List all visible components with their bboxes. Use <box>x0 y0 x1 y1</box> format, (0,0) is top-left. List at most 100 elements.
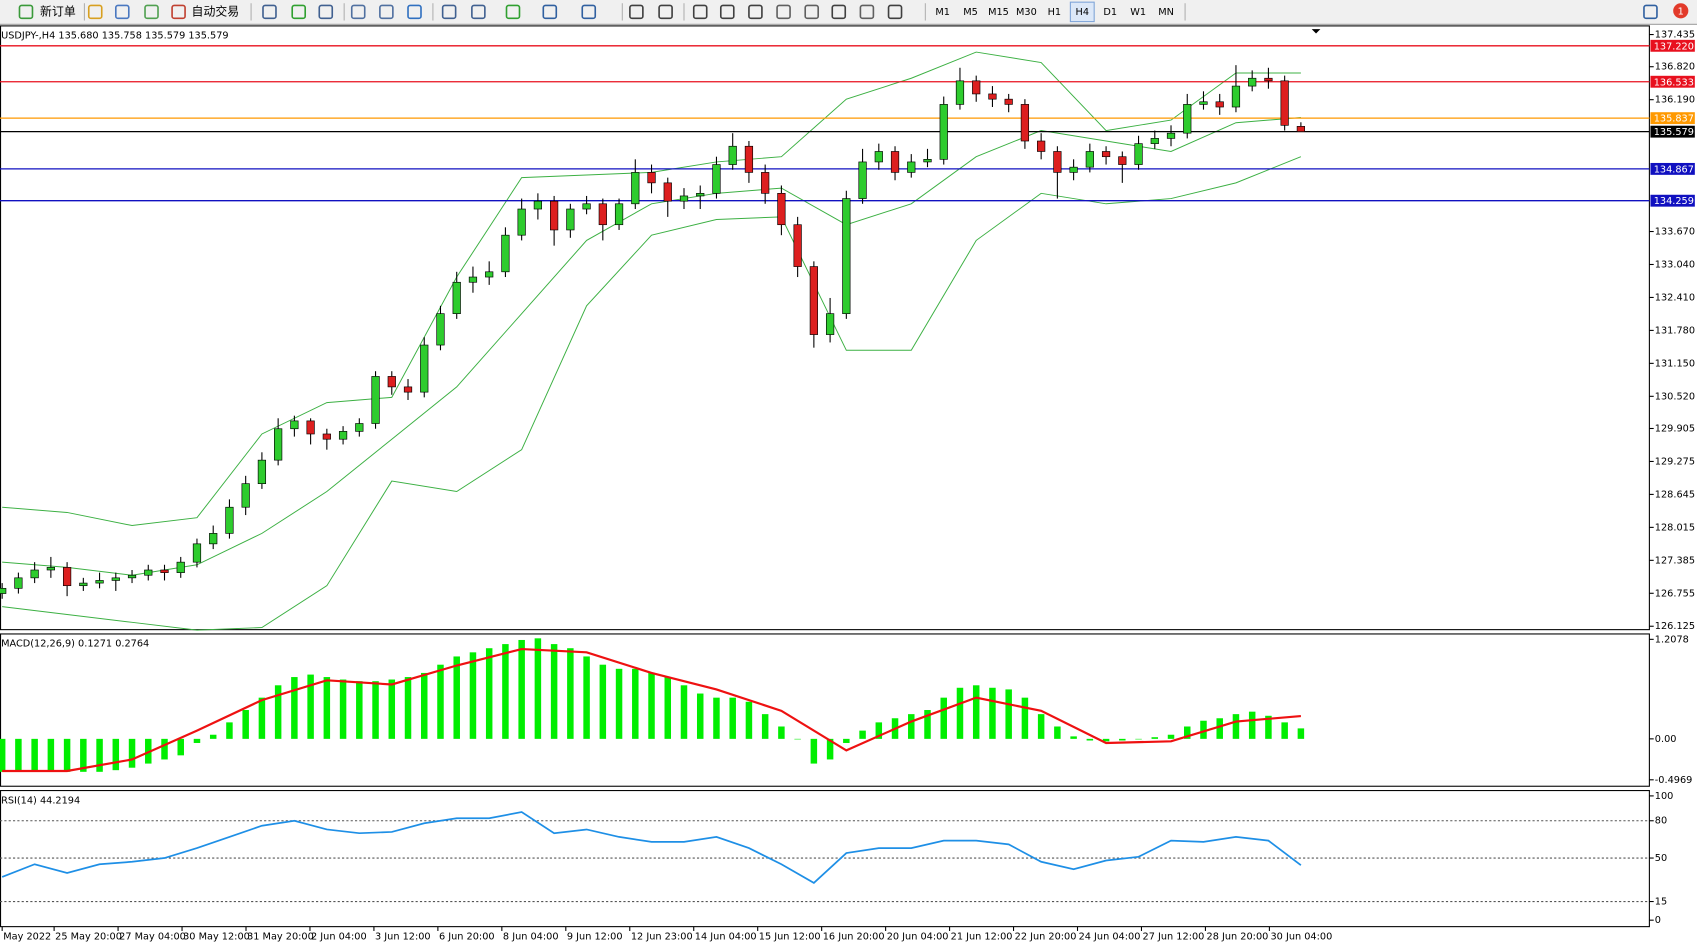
level-price-box <box>1650 125 1695 138</box>
toolbar-icon[interactable] <box>748 4 763 20</box>
candle-body <box>95 580 104 584</box>
candle-body <box>1053 151 1062 173</box>
new-order-button[interactable]: 新订单 <box>40 4 76 18</box>
candle-body <box>144 569 153 576</box>
toolbar-icon[interactable] <box>114 4 130 20</box>
toolbar-icon[interactable] <box>692 4 708 20</box>
candle-body <box>728 145 737 165</box>
candle-body <box>420 344 429 393</box>
macd-bar <box>63 738 71 772</box>
y-tick-label: 128.645 <box>1655 489 1695 500</box>
candle-body <box>955 80 965 105</box>
timeframe-button[interactable]: H1 <box>1048 7 1062 18</box>
toolbar-icon[interactable] <box>1643 4 1658 20</box>
toolbar-icon[interactable] <box>887 4 903 20</box>
toolbar-icon[interactable] <box>87 4 103 20</box>
toolbar-icon[interactable] <box>776 4 791 20</box>
macd-bar <box>940 697 947 739</box>
candle-body <box>1280 80 1289 126</box>
toolbar: 新订单 自动交易 <box>0 0 1697 25</box>
toolbar-icon[interactable] <box>441 4 457 20</box>
candle-body <box>1264 77 1273 82</box>
x-tick-label: 22 Jun 20:00 <box>1015 931 1077 942</box>
signal-line <box>2 647 1301 773</box>
candle-body <box>501 234 510 273</box>
timeframe-button[interactable]: M5 <box>963 7 978 18</box>
x-tick-label: 25 May 20:00 <box>55 931 122 942</box>
x-tick-label: 28 Jun 20:00 <box>1207 931 1269 942</box>
toolbar-icon[interactable] <box>379 4 394 20</box>
y-tick-label: 127.385 <box>1655 555 1695 566</box>
macd-bar <box>453 656 460 739</box>
candle-body <box>712 164 721 194</box>
auto-trading-button[interactable]: 自动交易 <box>192 4 240 18</box>
toolbar-icon[interactable] <box>581 4 597 20</box>
macd-bar <box>1216 718 1223 739</box>
macd-bar <box>469 652 477 739</box>
toolbar-icon[interactable] <box>658 4 673 20</box>
macd-bar <box>1265 715 1272 739</box>
candle-body <box>403 386 413 393</box>
candle-body <box>355 423 364 432</box>
timeframe-button[interactable]: W1 <box>1130 7 1146 18</box>
x-tick-label: 3 Jun 12:00 <box>375 931 431 942</box>
toolbar-icon[interactable] <box>291 4 307 20</box>
candle-body <box>62 567 72 587</box>
toolbar-icon[interactable] <box>542 4 558 20</box>
candle-body <box>79 582 88 587</box>
macd-bar <box>534 638 542 739</box>
timeframe-button[interactable]: M15 <box>988 7 1009 18</box>
timeframe-button[interactable]: H4 <box>1076 7 1090 18</box>
macd-bar <box>323 677 331 739</box>
candle-body <box>533 200 543 210</box>
candle-body <box>1118 156 1127 165</box>
macd-bar <box>161 738 168 760</box>
toolbar-icon[interactable] <box>471 4 486 20</box>
macd-bar <box>388 679 396 739</box>
candle-body <box>923 159 932 163</box>
toolbar-icon[interactable] <box>719 4 735 20</box>
toolbar-icon[interactable] <box>171 4 186 20</box>
toolbar-icon[interactable] <box>350 4 366 20</box>
toolbar-icon[interactable] <box>831 4 847 20</box>
macd-bar <box>274 685 282 739</box>
toolbar-icon[interactable] <box>144 4 159 20</box>
toolbar-icon[interactable] <box>318 4 334 20</box>
macd-bar <box>1021 697 1029 739</box>
macd-bar <box>15 738 22 772</box>
candle-body <box>517 208 526 236</box>
toolbar-icon[interactable] <box>407 4 422 20</box>
notification-icon[interactable] <box>1673 3 1689 19</box>
toolbar-icon[interactable] <box>505 4 521 20</box>
x-tick-label: 24 Jun 04:00 <box>1079 931 1141 942</box>
toolbar-background <box>0 0 1697 24</box>
timeframe-button[interactable]: M30 <box>1016 7 1037 18</box>
level-price-box <box>1650 112 1695 125</box>
macd-bar <box>1297 728 1305 739</box>
timeframe-button[interactable]: M1 <box>935 7 950 18</box>
toolbar-icon[interactable] <box>804 4 820 20</box>
macd-bar <box>291 677 298 739</box>
candle-body <box>858 161 867 199</box>
candle-body <box>566 208 575 231</box>
macd-bar <box>924 710 931 739</box>
macd-bar <box>339 679 347 739</box>
toolbar-icon[interactable] <box>18 4 34 20</box>
timeframe-button[interactable]: D1 <box>1103 7 1117 18</box>
candle-body <box>696 193 705 197</box>
candle-body <box>874 151 883 163</box>
toolbar-icon[interactable] <box>262 4 277 20</box>
macd-bar <box>421 672 428 739</box>
macd-bar <box>989 687 996 739</box>
bollinger-band <box>2 116 1301 576</box>
candle-body <box>14 577 23 589</box>
macd-bar <box>843 738 850 743</box>
toolbar-icon[interactable] <box>859 4 875 20</box>
candle-body <box>257 459 267 485</box>
x-tick-label: 30 May 12:00 <box>183 931 250 942</box>
macd-bar <box>696 693 704 739</box>
toolbar-icon[interactable] <box>629 4 644 20</box>
timeframe-button[interactable]: MN <box>1158 7 1174 18</box>
macd-bar <box>1119 738 1126 741</box>
macd-bar <box>209 734 217 739</box>
